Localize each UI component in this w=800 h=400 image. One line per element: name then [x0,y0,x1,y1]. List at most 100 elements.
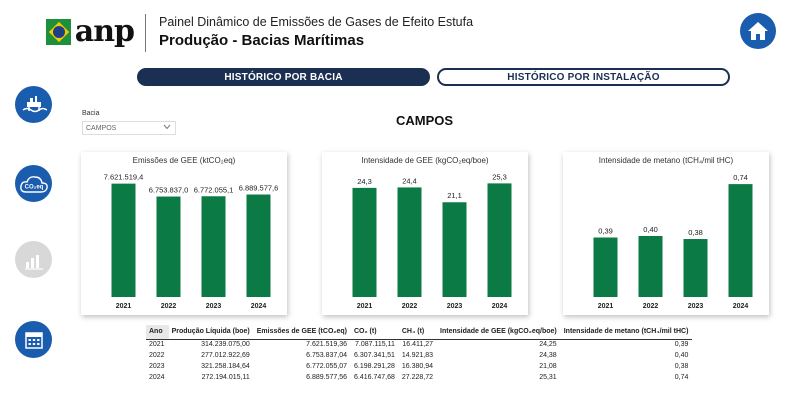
chart-bar[interactable] [352,187,377,297]
bar-chart-icon [24,254,43,270]
table-cell: 2024 [149,374,165,381]
table-cell: 321.258.184,64 [201,363,250,370]
chart-bar[interactable] [638,235,663,297]
bar-data-label: 24,4 [402,176,417,185]
bar-data-label: 24,3 [357,177,372,186]
table-cell: 272.194.015,11 [201,374,250,381]
methane-intensity-chart: 0,39 2021 0,40 2022 0,38 2023 0,74 2024 [593,173,753,310]
page-title: Produção - Bacias Marítimas [159,32,365,49]
ghg-emissions-chart: 7.621.519,4 2021 6.753.837,0 2022 6.772.055,… [104,173,279,310]
offshore-platform-icon [22,95,47,112]
chart-bar[interactable] [111,183,136,297]
side-nav-emissions[interactable]: CO₂eq [15,165,52,202]
basin-dropdown[interactable]: CAMPOS [82,121,176,135]
chevron-down-icon [163,124,171,132]
table-cell: 6.416.747,68 [354,374,395,381]
x-tick-label: 2021 [598,303,614,310]
x-tick-label: 2024 [733,303,749,310]
co2-label: CO₂eq [24,184,43,190]
chart-bar[interactable] [397,187,422,297]
table-cell: 24,38 [539,352,557,359]
table-cell: 6.198.291,28 [354,363,395,370]
table-cell: 6.307.341,51 [354,352,395,359]
side-nav-platform[interactable] [15,86,52,123]
tab-historico-por-bacia[interactable]: HISTÓRICO POR BACIA [137,68,430,86]
table-cell: 27.228,72 [401,374,434,381]
column-header[interactable]: CO₂ (t) [351,325,399,340]
table-cell: 6.889.577,56 [306,374,347,381]
side-nav-calendar[interactable] [15,321,52,358]
table-row: 2024 272.194.015,11 6.889.577,56 6.416.7… [146,372,692,383]
bar-data-label: 21,1 [447,191,462,200]
header-subtitle: Painel Dinâmico de Emissões de Gases de … [159,15,474,29]
chart-bar[interactable] [487,183,512,297]
chart-bar[interactable] [728,184,753,297]
table-cell: 25,31 [539,374,557,381]
table-cell: 2023 [149,363,165,370]
bar-data-label: 0,74 [733,173,748,182]
table-cell: 0,74 [674,374,689,381]
table-header-row: Ano Produção Líquida (boe) Emissões de G… [146,325,693,340]
x-tick-label: 2023 [688,303,704,310]
column-header[interactable]: Emissões de GEE (tCO₂eq) [253,325,351,340]
table-cell: 21,08 [539,363,557,370]
table-cell: 2022 [149,352,165,359]
table-cell: 14.921,83 [401,352,434,359]
bar-data-label: 7.621.519,4 [104,173,144,182]
side-nav-statistics[interactable] [15,241,52,278]
bar-data-label: 6.753.837,0 [149,186,189,195]
chart-bar[interactable] [201,196,226,297]
x-tick-label: 2022 [402,303,418,310]
table-cell: 314.239.075,00 [201,341,250,349]
table-cell: 277.012.922,69 [201,352,250,359]
table-cell: 0,40 [674,352,689,359]
x-tick-label: 2024 [492,303,508,310]
chart-bar[interactable] [593,237,618,298]
table-row: 2023 321.258.184,64 6.772.055,07 6.198.2… [146,361,692,372]
logo-text: anp [74,14,135,49]
column-header[interactable]: Produção Líquida (boe) [168,325,254,340]
x-tick-label: 2021 [116,303,132,310]
table-cell: 24,25 [539,341,557,349]
bar-data-label: 6.889.577,6 [239,184,279,193]
x-tick-label: 2021 [357,303,373,310]
ghg-intensity-chart-card: Intensidade de GEE (kgCO₂eq/boe) 24,3 202… [322,152,528,315]
chart-bar[interactable] [442,202,467,297]
chart-bar[interactable] [246,194,271,297]
chart-title: Emissões de GEE (ktCO₂eq) [132,156,236,165]
anp-logo: anp [46,14,135,49]
methane-intensity-chart-card: Intensidade de metano (tCH₄/mil tHC) 0,3… [563,152,769,315]
x-tick-label: 2022 [643,303,659,310]
tab-historico-por-instalacao[interactable]: HISTÓRICO POR INSTALAÇÃO [437,68,730,86]
chart-bar[interactable] [683,239,708,297]
header-divider [145,14,146,52]
chart-title: Intensidade de metano (tCH₄/mil tHC) [598,156,734,165]
bar-data-label: 0,39 [598,227,613,236]
chart-bar[interactable] [156,196,181,297]
column-header[interactable]: Ano [146,325,169,340]
home-button[interactable] [740,13,776,49]
x-tick-label: 2022 [161,303,177,310]
table-cell: 2021 [149,341,165,349]
table-cell: 0,38 [674,363,689,370]
ghg-intensity-chart: 24,3 2021 24,4 2022 21,1 2023 25,3 2024 [352,172,512,310]
table-cell: 6.772.055,07 [306,363,347,370]
table-row: 2021 314.239.075,00 7.621.519,36 7.087.1… [146,339,692,350]
table-cell: 6.753.837,04 [306,352,347,359]
basin-filter-label: Bacia [82,110,100,117]
table-row: 2022 277.012.922,69 6.753.837,04 6.307.3… [146,350,692,361]
table-cell: 0,39 [674,341,689,349]
table-cell: 7.621.519,36 [306,341,347,349]
ghg-emissions-chart-card: Emissões de GEE (ktCO₂eq) 7.621.519,4 202… [81,152,287,315]
table-cell: 16.380,94 [401,363,434,370]
x-tick-label: 2023 [447,303,463,310]
calendar-icon [24,331,43,349]
x-tick-label: 2024 [251,303,267,310]
chart-title: Intensidade de GEE (kgCO₂eq/boe) [361,156,489,165]
column-header[interactable]: Intensidade de metano (tCH₄/mil tHC) [560,325,693,340]
home-icon [748,22,768,40]
column-header[interactable]: Intensidade de GEE (kgCO₂eq/boe) [437,325,561,340]
section-title: CAMPOS [396,113,454,128]
co2-cloud-icon: CO₂eq [19,175,48,193]
column-header[interactable]: CH₄ (t) [398,325,438,340]
